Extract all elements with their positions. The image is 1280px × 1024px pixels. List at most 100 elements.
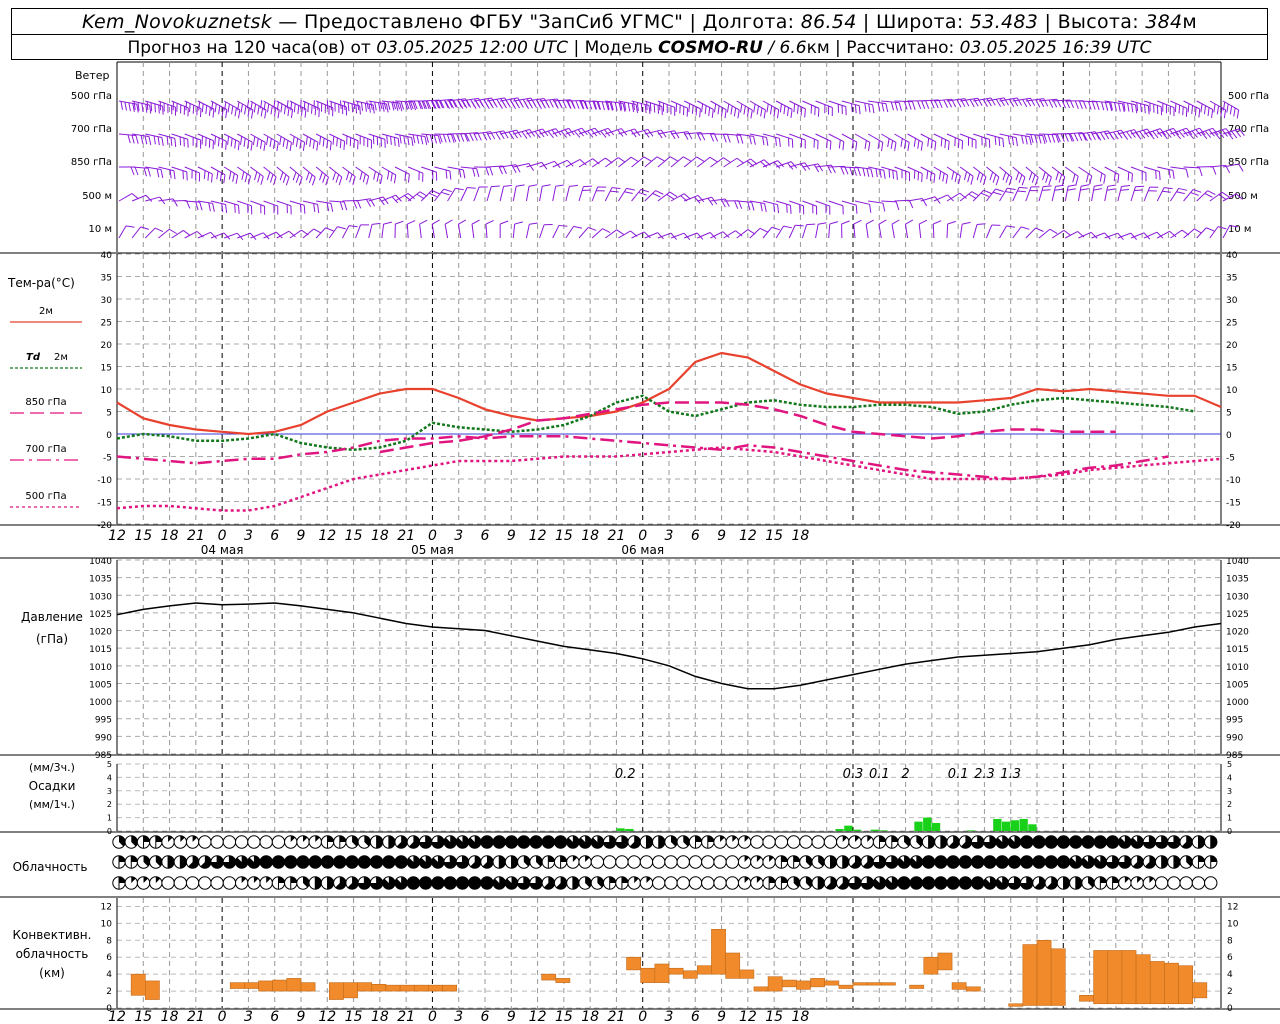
wind-barb [1130, 232, 1151, 240]
conv-bar [442, 984, 457, 992]
conv-bar [1022, 944, 1038, 1006]
wind-barb-flag [662, 103, 664, 112]
wind-barb-flag [724, 109, 727, 119]
cloud-symbol-high [811, 835, 825, 849]
wind-barb-staff [460, 97, 479, 102]
wind-barb-flag [1087, 101, 1092, 110]
wind-barb-staff [618, 100, 637, 105]
wind-barb-flag [384, 139, 386, 148]
wind-barb-flag [360, 102, 364, 111]
wind-barb-flag [330, 203, 334, 212]
wind-barb [210, 166, 226, 184]
wind-barb-flag [868, 103, 871, 113]
wind-barb-flag [133, 101, 136, 110]
wind-barb [485, 219, 494, 239]
conv-bar [937, 952, 953, 971]
wind-barb-flag [1194, 228, 1202, 234]
wind-barb-flag [842, 205, 844, 215]
wind-barb-flag [708, 107, 711, 116]
wind-barb-flag [450, 134, 455, 143]
wind-barb [158, 100, 177, 116]
wind-barb-flag [1008, 177, 1013, 186]
wind-barb-flag [864, 102, 867, 112]
wind-barb-staff [578, 186, 584, 202]
wind-barb-flag [851, 103, 853, 113]
wind-barb-flag [722, 231, 730, 238]
provider-text: Предоставлено ФГБУ "ЗапСиб УГМС" [304, 11, 684, 33]
time-tick-label-bottom: 12 [318, 1009, 336, 1024]
wind-barb-flag [434, 100, 440, 109]
cloud-symbol-mid-fill [897, 855, 911, 869]
wind-barb-flag [312, 140, 315, 149]
wind-barb [273, 99, 294, 119]
wind-barb-flag [992, 174, 997, 183]
wind-barb-staff [618, 156, 632, 168]
wind-barb-flag [790, 109, 793, 118]
wind-barb-flag [701, 103, 704, 113]
cloud-symbol-mid [296, 855, 310, 869]
wind-barb-flag [831, 164, 836, 173]
cloud-symbol-low-fill [493, 876, 506, 890]
wind-barb-flag [971, 191, 980, 197]
cloud-symbol-mid-fill [235, 855, 248, 869]
wind-barb-staff [171, 133, 188, 140]
wind-barb-flag [325, 177, 329, 186]
wind-barb-flag [1082, 100, 1087, 109]
wind-barb-flag [208, 202, 211, 212]
wind-barb-staff [1104, 166, 1120, 175]
wind-barb-flag [825, 204, 827, 214]
cloud-symbol-low [198, 876, 212, 890]
wind-barb-staff [368, 196, 384, 202]
wind-barb-flag [773, 203, 776, 213]
wind-barb-staff [210, 100, 228, 110]
wind-barb-staff [815, 133, 832, 142]
wind-barb-flag [921, 173, 923, 183]
altitude-unit: м [1182, 11, 1198, 33]
wind-barb-staff [355, 224, 361, 239]
cloud-symbol-mid-fill [585, 855, 590, 862]
wind-barb-flag [1174, 103, 1177, 112]
wind-barb-staff [526, 128, 543, 135]
wind-barb-staff [158, 100, 176, 108]
cloud-symbol-mid [934, 855, 948, 869]
wind-barb-flag [600, 130, 607, 138]
wind-barb-flag [225, 109, 228, 119]
precip-ytick-label: 2 [107, 800, 112, 809]
wind-barb-flag [449, 170, 452, 180]
wind-barb [670, 156, 691, 168]
wind-barb-flag [225, 141, 227, 150]
cloud-symbol-high-fill [961, 835, 972, 849]
wind-barb-flag [933, 174, 936, 183]
wind-barb [710, 231, 730, 239]
wind-barb-flag [425, 100, 430, 110]
wind-barb [1170, 100, 1188, 117]
wind-barb-flag [913, 138, 916, 147]
wind-barb-flag [947, 141, 950, 150]
wind-barb [526, 161, 548, 170]
wind-barb [184, 100, 202, 118]
precip-unit-1h: (мм/1ч.) [29, 798, 75, 811]
wind-barb-flag [804, 108, 806, 118]
wind-barb-flag [900, 138, 903, 147]
wind-barb [1157, 166, 1175, 179]
wind-barb-staff [841, 133, 858, 143]
wind-barb-flag [783, 225, 793, 229]
cloud-symbol-mid-fill [168, 855, 175, 869]
cloud-symbol-high-fill [168, 835, 173, 842]
wind-barb-flag [148, 136, 152, 145]
wind-barb-flag [208, 139, 211, 148]
wind-barb-flag [895, 201, 900, 211]
wind-barb-flag [422, 173, 424, 182]
wind-barb [736, 100, 753, 119]
wind-barb [1196, 166, 1217, 175]
wind-barb [789, 200, 805, 215]
wind-barb-staff [683, 100, 701, 110]
wind-barb-flag [257, 105, 260, 115]
wind-barb [841, 133, 858, 151]
wind-barb-staff [1130, 166, 1147, 174]
wind-barb-flag [652, 192, 661, 198]
wind-barb-flag [366, 199, 372, 208]
wind-barb-flag [760, 202, 763, 212]
wind-barb-flag [1127, 171, 1130, 181]
cloud-symbol-low-fill [290, 876, 297, 883]
